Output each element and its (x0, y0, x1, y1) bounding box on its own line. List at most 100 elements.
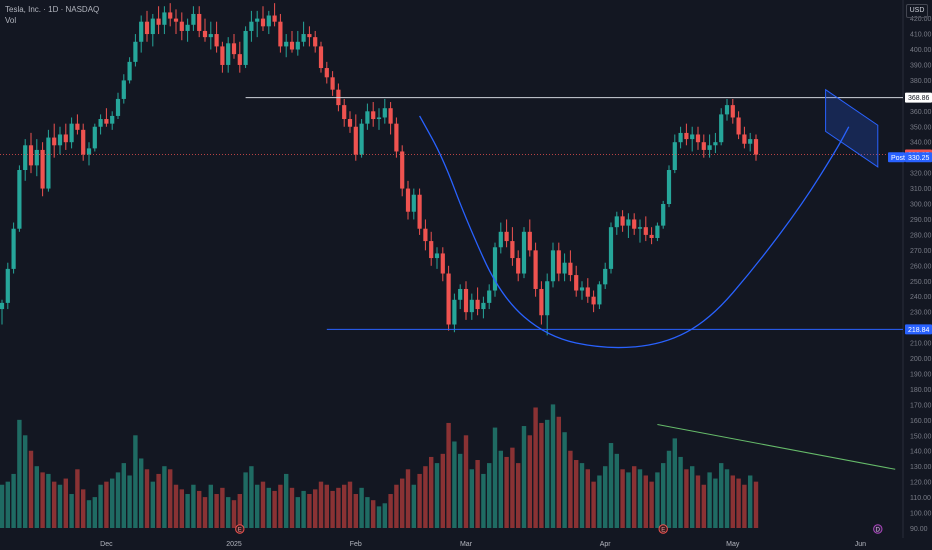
event-marker[interactable]: D (873, 524, 883, 534)
candle (417, 188, 422, 235)
candle-body (150, 18, 155, 35)
volume-bar (591, 481, 596, 528)
volume-bar (690, 466, 695, 528)
candle (34, 139, 39, 177)
x-axis[interactable]: Dec2025FebMarAprMayJunJul (100, 541, 932, 548)
volume-bar (347, 481, 353, 528)
candle (121, 74, 126, 104)
candle (115, 92, 121, 120)
candle (556, 242, 561, 282)
candle (156, 6, 161, 35)
candle (655, 222, 660, 242)
candle-body (481, 302, 486, 310)
candle (231, 34, 237, 59)
candle-body (400, 151, 405, 189)
drawings[interactable] (0, 88, 903, 470)
y-tick-label: 420.00 (910, 16, 932, 23)
volume-bar (46, 473, 51, 528)
candle (713, 132, 718, 154)
candle (649, 227, 654, 245)
event-marker-label: D (876, 528, 881, 534)
volume-bar (284, 473, 289, 528)
event-marker-circle[interactable] (235, 524, 245, 534)
volume-trendline[interactable] (657, 423, 896, 470)
candle (736, 111, 741, 140)
volume-bar (162, 466, 167, 528)
candle (574, 265, 579, 297)
volume-bar (365, 497, 370, 528)
volume-bar (231, 500, 237, 528)
candle-body (510, 241, 515, 259)
candle-body (301, 34, 306, 42)
candle-body (307, 34, 312, 38)
volume-bar (434, 463, 440, 528)
candle-body (214, 34, 219, 47)
volume-bar (63, 478, 68, 528)
candle (243, 26, 248, 69)
candle-body (237, 54, 242, 65)
candle (179, 12, 184, 41)
volume-bar (359, 487, 364, 528)
price-tag-level: 368.86 (905, 92, 932, 103)
candle-body (719, 114, 724, 143)
candle-body (46, 137, 51, 189)
volume-bar (719, 463, 724, 528)
candle (545, 273, 550, 336)
volume-bar (574, 460, 579, 528)
candle-body (614, 216, 619, 228)
candle (173, 9, 179, 35)
currency-button[interactable]: USD (906, 4, 928, 18)
candle (110, 111, 115, 130)
volume-bar (301, 490, 306, 528)
volume-bar (724, 469, 730, 528)
volume-bar (376, 506, 382, 528)
candle (504, 219, 509, 248)
event-marker[interactable]: E (658, 524, 668, 534)
volume-bar (11, 473, 16, 528)
volume-bar (307, 494, 312, 528)
candle-body (17, 170, 22, 229)
volume-bar (562, 432, 567, 528)
candle-body (463, 288, 469, 313)
price-tag-bg (905, 92, 932, 103)
event-marker-circle[interactable] (873, 524, 883, 534)
candle (458, 284, 463, 310)
cup-curve[interactable] (419, 115, 850, 349)
volume-bar (446, 422, 451, 528)
y-tick-label: 110.00 (910, 495, 931, 502)
candle (0, 299, 5, 325)
candle-body (452, 299, 457, 325)
candle-body (423, 228, 428, 242)
candle (75, 114, 80, 135)
flag-channel[interactable] (825, 88, 879, 168)
candle-body (376, 117, 382, 120)
event-marker[interactable]: E (235, 524, 245, 534)
candle (724, 98, 730, 121)
volume-bar (672, 438, 677, 528)
y-tick-label: 240.00 (910, 294, 932, 301)
y-tick-label: 190.00 (910, 371, 932, 378)
candle-body (342, 105, 347, 120)
candle (382, 98, 387, 124)
candle-body (63, 134, 68, 143)
candle-body (649, 234, 654, 238)
candle-body (220, 46, 225, 65)
volume-bar (69, 494, 74, 528)
y-axis[interactable]: 420.00410.00400.00390.00380.00370.00360.… (888, 16, 932, 533)
event-marker-circle[interactable] (658, 524, 668, 534)
volume-bar (695, 475, 701, 528)
candle-body (81, 129, 86, 155)
candle (318, 41, 324, 73)
x-tick-label: 2025 (226, 541, 242, 548)
candle (440, 247, 445, 282)
candle (150, 13, 155, 47)
candle (63, 123, 68, 150)
candle (168, 3, 173, 27)
candle (463, 281, 469, 320)
candle (492, 242, 498, 297)
candle-body (585, 287, 590, 297)
